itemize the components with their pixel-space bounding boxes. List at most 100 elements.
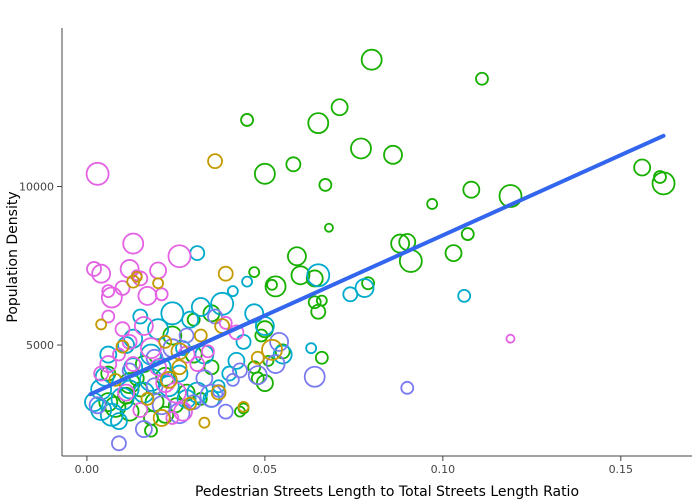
scatter-point (307, 295, 322, 310)
scatter-point (221, 365, 238, 382)
scatter-point (250, 350, 265, 365)
scatter-point (152, 277, 165, 290)
scatter-point (261, 338, 283, 361)
scatter-point (117, 383, 135, 402)
scatter-point (98, 392, 119, 413)
scatter-point (156, 405, 175, 424)
scatter-point (117, 336, 135, 354)
x-tick-label: 0.10 (431, 463, 456, 476)
scatter-point (91, 263, 112, 284)
scatter-point (498, 184, 523, 208)
scatter-point (110, 387, 135, 411)
scatter-point (183, 396, 198, 411)
scatter-point (189, 245, 206, 261)
scatter-point (318, 178, 333, 192)
scatter-point (462, 180, 481, 199)
scatter-point (237, 400, 250, 413)
scatter-point (350, 137, 372, 160)
scatter-point (152, 409, 171, 427)
scatter-point (137, 285, 158, 306)
scatter-point (633, 158, 652, 177)
scatter-point (190, 297, 211, 317)
scatter-point (460, 227, 475, 241)
scatter-point (505, 333, 516, 344)
scatter-point (290, 265, 311, 286)
scatter-point (101, 309, 116, 324)
y-axis-ticks: 5000 10000 (19, 181, 62, 352)
scatter-point (134, 420, 153, 438)
scatter-point (310, 303, 327, 320)
scatter-point (255, 374, 274, 392)
scatter-point (241, 275, 253, 288)
scatter-point (227, 351, 246, 370)
scatter-point (160, 301, 185, 326)
scatter-point (170, 364, 189, 383)
scatter-point (119, 259, 140, 279)
scatter-point (240, 113, 254, 127)
scatter-point (159, 371, 178, 389)
scatter-point (198, 416, 211, 429)
scatter-point (457, 288, 472, 303)
scatter-point (285, 156, 302, 173)
scatter-point (475, 71, 489, 86)
scatter-point (154, 287, 169, 302)
scatter-point (95, 318, 108, 331)
data-points (84, 48, 676, 452)
scatter-point (217, 265, 234, 282)
scatter-point (85, 161, 110, 186)
scatter-point (225, 373, 240, 387)
scatter-point (287, 246, 307, 267)
scatter-point (193, 328, 208, 343)
scatter-point (360, 48, 383, 71)
scatter-point (651, 171, 676, 196)
scatter-point (147, 318, 170, 341)
scatter-point (444, 244, 463, 262)
scatter-point (211, 379, 226, 394)
scatter-point (112, 347, 126, 362)
scatter-point (269, 331, 290, 352)
scatter-point (253, 162, 276, 185)
scatter-point (125, 356, 142, 372)
scatter-point (165, 411, 180, 425)
scatter-point (140, 337, 162, 360)
scatter-point (133, 316, 154, 336)
scatter-point (86, 261, 102, 277)
scatter-point (119, 379, 140, 400)
scatter-point (88, 396, 107, 415)
scatter-point (266, 278, 278, 291)
scatter-point (203, 359, 220, 376)
scatter-point (201, 344, 215, 359)
scatter-point (383, 144, 403, 165)
x-tick-label: 0.05 (253, 463, 278, 476)
scatter-point (361, 276, 376, 291)
scatter-point (157, 375, 180, 398)
scatter-point (140, 392, 155, 406)
scatter-point (217, 403, 234, 420)
scatter-point (305, 342, 318, 355)
scatter-point (342, 286, 359, 303)
scatter-point (218, 315, 233, 330)
x-tick-label: 0.15 (609, 463, 634, 476)
scatter-point (303, 365, 326, 388)
scatter-point (306, 263, 331, 288)
scatter-point (122, 232, 145, 255)
scatter-point (226, 285, 239, 298)
scatter-point (248, 266, 261, 279)
scatter-point (93, 365, 110, 382)
scatter-point (195, 369, 214, 388)
scatter-point (121, 333, 138, 350)
x-tick-label: 0.00 (75, 463, 100, 476)
scatter-point (207, 153, 223, 170)
scatter-point (151, 395, 172, 416)
scatter-point (158, 334, 173, 349)
trend-line (88, 133, 666, 397)
y-axis-title: Population Density (5, 191, 21, 322)
scatter-point (314, 350, 329, 365)
scatter-point (132, 308, 149, 325)
trend-line-group (88, 133, 666, 397)
scatter-point (178, 327, 195, 344)
scatter-point (99, 345, 118, 364)
scatter-point (100, 286, 123, 309)
scatter-point (354, 278, 375, 298)
